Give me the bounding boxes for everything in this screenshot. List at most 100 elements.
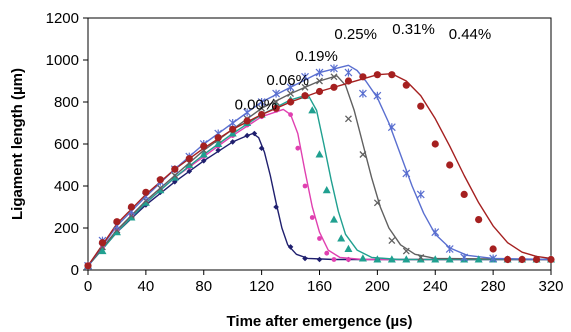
data-point	[373, 91, 382, 100]
data-point	[98, 239, 107, 247]
data-point	[330, 64, 338, 73]
data-point	[359, 151, 367, 158]
data-point	[387, 255, 396, 263]
data-point	[416, 255, 425, 263]
data-point	[547, 255, 555, 264]
data-point	[156, 184, 164, 192]
data-point	[329, 215, 338, 223]
data-point	[446, 161, 454, 169]
data-point	[244, 132, 250, 139]
data-point	[185, 155, 193, 163]
data-point	[243, 117, 251, 125]
data-point	[185, 160, 194, 168]
x-tick-label: 200	[365, 278, 390, 295]
x-tick-label: 280	[481, 278, 506, 295]
data-point	[199, 150, 208, 158]
data-point	[309, 215, 315, 220]
data-point	[402, 255, 411, 263]
data-point	[308, 106, 317, 114]
data-markers	[84, 64, 555, 270]
data-point	[156, 176, 164, 184]
y-tick-label: 600	[54, 136, 79, 153]
data-point	[503, 255, 512, 264]
series-label: 0.00%	[235, 96, 278, 113]
data-point	[358, 89, 367, 98]
data-point	[373, 255, 382, 263]
series-label: 0.44%	[449, 26, 492, 43]
data-point	[287, 90, 295, 98]
x-tick-label: 120	[249, 278, 274, 295]
data-point	[302, 183, 308, 189]
x-tick-label: 160	[307, 278, 332, 295]
data-point	[388, 237, 396, 245]
data-point	[416, 190, 425, 199]
data-point	[170, 173, 179, 181]
fit-line-3	[87, 75, 552, 267]
data-point	[417, 253, 425, 261]
data-point	[431, 140, 439, 148]
data-point	[315, 87, 324, 96]
data-point	[489, 254, 498, 263]
data-point	[315, 150, 324, 158]
x-tick-label: 0	[84, 278, 92, 295]
x-tick-label: 320	[538, 278, 563, 295]
data-point	[272, 89, 281, 98]
data-point	[346, 257, 351, 262]
data-point	[460, 253, 469, 262]
data-point	[113, 218, 121, 226]
data-point	[344, 244, 353, 252]
data-point	[344, 77, 353, 85]
data-point	[214, 139, 223, 147]
x-tick-label: 40	[138, 278, 155, 295]
data-point	[288, 112, 293, 117]
series-label: 0.06%	[266, 72, 309, 89]
data-point	[358, 254, 367, 262]
data-point	[215, 147, 222, 154]
data-point	[344, 68, 353, 77]
data-point	[301, 92, 309, 100]
y-tick-label: 800	[54, 94, 79, 111]
data-point	[272, 104, 280, 112]
data-point	[460, 190, 468, 198]
data-point	[286, 98, 295, 106]
data-point	[322, 186, 331, 194]
data-point	[229, 125, 237, 133]
data-point	[474, 255, 483, 263]
y-tick-label: 1000	[46, 52, 79, 69]
data-point	[301, 72, 309, 81]
data-point	[171, 165, 179, 173]
data-point	[273, 204, 279, 210]
data-point	[445, 245, 454, 253]
data-point	[324, 250, 330, 256]
data-point	[373, 199, 381, 207]
data-point	[387, 123, 396, 132]
data-point	[373, 71, 381, 79]
fit-line-2	[87, 93, 551, 267]
series-label: 0.31%	[392, 21, 435, 38]
data-point	[251, 130, 258, 137]
data-point	[112, 228, 121, 236]
data-point	[331, 257, 337, 262]
x-tick-label: 80	[195, 278, 212, 295]
data-point	[316, 256, 323, 263]
data-point	[431, 255, 440, 263]
data-point	[200, 142, 208, 150]
data-point	[330, 73, 338, 81]
data-point	[330, 83, 338, 91]
data-point	[317, 236, 322, 241]
data-point	[141, 198, 150, 206]
data-point	[315, 68, 324, 77]
data-point	[287, 244, 294, 250]
plot-area	[87, 17, 552, 271]
data-point	[402, 169, 411, 178]
y-tick-label: 400	[54, 178, 79, 195]
data-point	[200, 158, 207, 164]
data-point	[228, 119, 237, 127]
x-axis-title: Time after emergence (µs)	[227, 313, 413, 330]
data-point	[344, 115, 352, 123]
data-point	[142, 188, 150, 196]
data-point	[84, 262, 92, 270]
x-tick-label: 240	[423, 278, 448, 295]
data-point	[257, 98, 266, 106]
data-point	[417, 102, 425, 110]
